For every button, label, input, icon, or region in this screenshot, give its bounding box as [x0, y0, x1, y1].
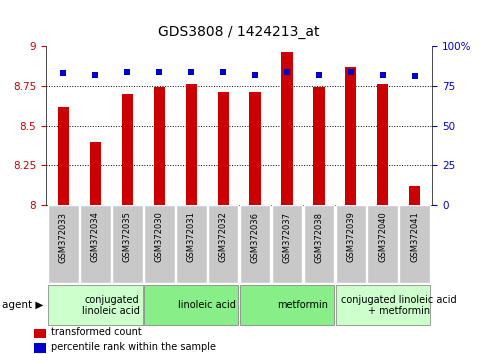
Bar	[34, 329, 46, 338]
Text: transformed count: transformed count	[51, 327, 142, 337]
Text: GSM372040: GSM372040	[378, 212, 387, 262]
Point	[124, 69, 131, 74]
Bar	[271, 205, 302, 283]
Bar	[399, 205, 430, 283]
Point	[347, 69, 355, 74]
Text: conjugated linoleic acid
+ metformin: conjugated linoleic acid + metformin	[341, 295, 456, 316]
Bar	[112, 205, 142, 283]
Text: GSM372030: GSM372030	[155, 212, 164, 262]
Bar	[313, 87, 325, 205]
Bar	[122, 94, 133, 205]
Bar	[240, 205, 270, 283]
Bar	[304, 205, 334, 283]
Point	[187, 69, 195, 74]
Point	[315, 72, 323, 78]
Point	[251, 72, 259, 78]
Text: GSM372033: GSM372033	[59, 212, 68, 263]
Text: GSM372032: GSM372032	[219, 212, 227, 262]
Bar	[345, 67, 356, 205]
Bar	[336, 285, 430, 325]
Text: GSM372034: GSM372034	[91, 212, 100, 262]
Text: GSM372035: GSM372035	[123, 212, 132, 262]
Bar	[48, 205, 79, 283]
Bar	[90, 142, 101, 205]
Text: GDS3808 / 1424213_at: GDS3808 / 1424213_at	[158, 25, 320, 39]
Bar	[217, 92, 229, 205]
Text: metformin: metformin	[277, 300, 328, 310]
Bar	[240, 285, 334, 325]
Bar	[48, 285, 142, 325]
Point	[411, 73, 419, 79]
Point	[156, 69, 163, 74]
Bar	[409, 186, 420, 205]
Point	[219, 69, 227, 74]
Bar	[249, 92, 261, 205]
Text: GSM372041: GSM372041	[410, 212, 419, 262]
Bar	[144, 285, 239, 325]
Point	[283, 69, 291, 74]
Text: agent ▶: agent ▶	[2, 300, 44, 310]
Bar	[176, 205, 207, 283]
Text: percentile rank within the sample: percentile rank within the sample	[51, 342, 216, 352]
Text: GSM372038: GSM372038	[314, 212, 324, 263]
Bar	[377, 84, 388, 205]
Bar	[208, 205, 239, 283]
Point	[59, 70, 67, 76]
Text: conjugated
linoleic acid: conjugated linoleic acid	[83, 295, 140, 316]
Bar	[58, 107, 69, 205]
Bar	[368, 205, 398, 283]
Bar	[144, 205, 174, 283]
Bar	[34, 343, 46, 353]
Text: GSM372039: GSM372039	[346, 212, 355, 262]
Bar	[80, 205, 111, 283]
Bar	[336, 205, 366, 283]
Text: GSM372031: GSM372031	[187, 212, 196, 262]
Text: GSM372036: GSM372036	[251, 212, 259, 263]
Point	[91, 72, 99, 78]
Text: linoleic acid: linoleic acid	[178, 300, 236, 310]
Point	[379, 72, 387, 78]
Bar	[154, 87, 165, 205]
Text: GSM372037: GSM372037	[283, 212, 291, 263]
Bar	[282, 52, 293, 205]
Bar	[185, 84, 197, 205]
